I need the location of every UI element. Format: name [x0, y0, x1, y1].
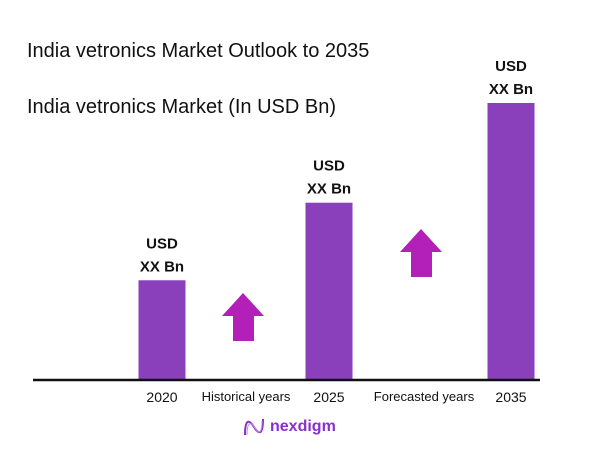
value-label-amount: XX Bn [140, 258, 184, 275]
x-tick-label: 2020 [146, 389, 177, 405]
bar-2020 [138, 280, 186, 380]
bar-2025 [305, 202, 353, 380]
value-label-currency: USD [495, 58, 527, 75]
nexdigm-wave-icon [244, 418, 264, 436]
value-label-amount: XX Bn [489, 81, 533, 98]
logo-text: nexdigm [270, 418, 336, 435]
up-arrow-icon [400, 229, 442, 277]
period-label: Historical years [202, 389, 291, 404]
period-label: Forecasted years [374, 389, 475, 404]
up-arrow-icon [222, 293, 264, 341]
nexdigm-logo: nexdigm [243, 417, 336, 437]
chart-subtitle: India vetronics Market (In USD Bn) [27, 96, 336, 118]
bar-2035 [487, 103, 535, 380]
value-label-currency: USD [313, 158, 345, 175]
value-label-amount: XX Bn [307, 181, 351, 198]
value-label-currency: USD [146, 235, 178, 252]
x-tick-label: 2035 [495, 389, 526, 405]
chart-title: India vetronics Market Outlook to 2035 [27, 40, 370, 62]
x-tick-label: 2025 [313, 389, 344, 405]
